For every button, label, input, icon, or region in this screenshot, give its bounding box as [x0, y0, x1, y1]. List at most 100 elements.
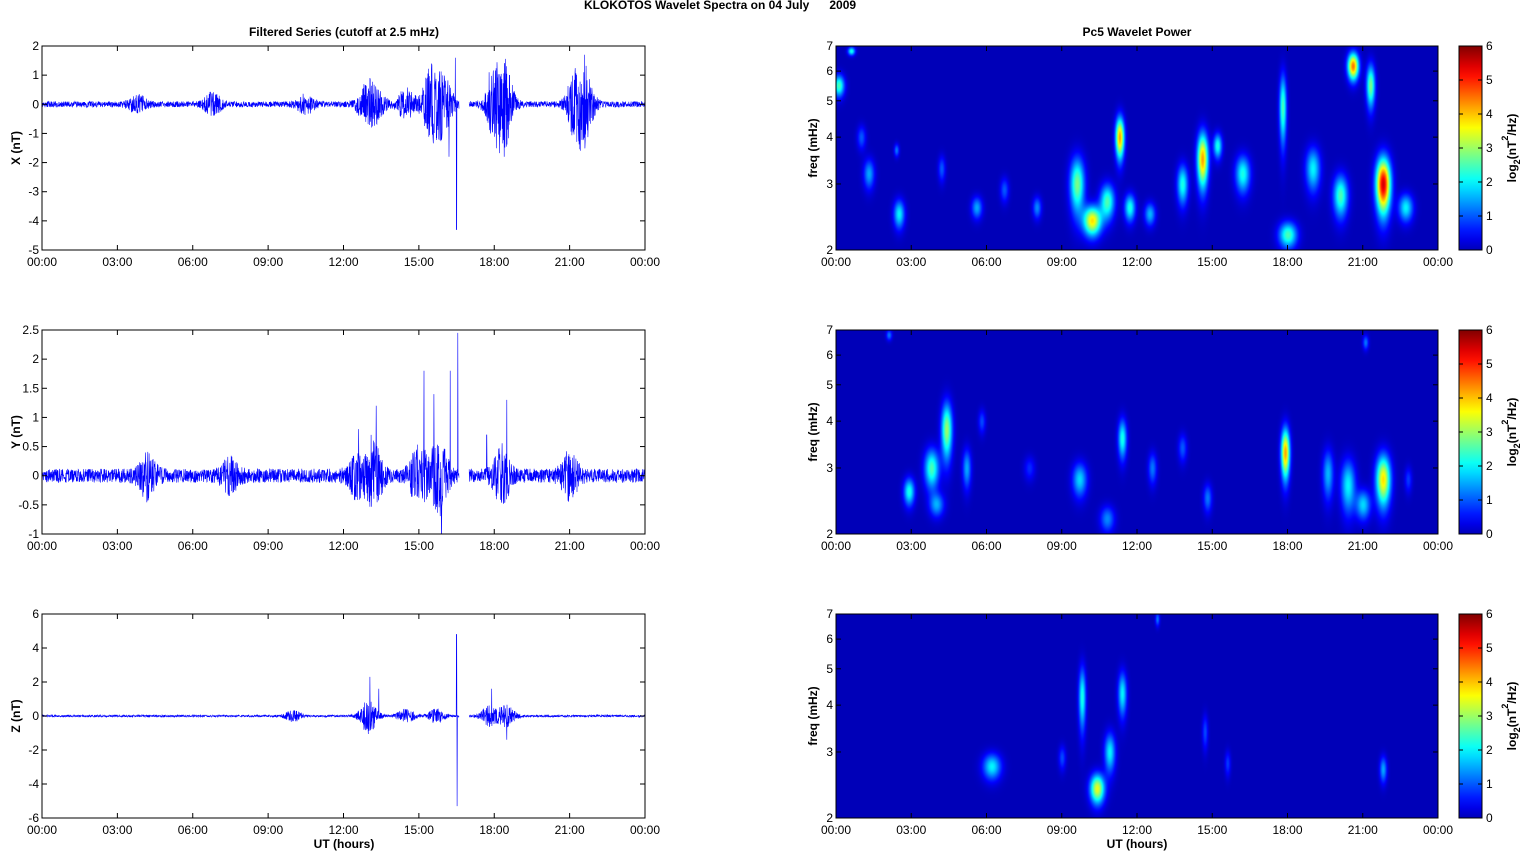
x-tick-label: 18:00 — [1272, 823, 1302, 837]
x-tick-label: 15:00 — [1197, 823, 1227, 837]
x-tick-label: 00:00 — [27, 823, 57, 837]
x-tick-label: 18:00 — [479, 255, 509, 269]
x-tick-label: 03:00 — [896, 823, 926, 837]
y-axis-label: Y (nT) — [9, 415, 23, 449]
x-tick-label: 15:00 — [1197, 539, 1227, 553]
x-tick-label: 18:00 — [479, 823, 509, 837]
y-tick-label: 1 — [32, 68, 39, 82]
x-tick-label: 00:00 — [27, 255, 57, 269]
colorbar-tick-label: 6 — [1486, 39, 1493, 53]
colorbar-label: log2(nT2/Hz) — [1500, 398, 1522, 467]
colorbar-tick-label: 3 — [1486, 425, 1493, 439]
y-axis-label: X (nT) — [9, 131, 23, 165]
right-column-title: Pc5 Wavelet Power — [1083, 25, 1192, 39]
colorbar-tick-label: 1 — [1486, 209, 1493, 223]
y-tick-label: 5 — [826, 378, 833, 392]
x-tick-label: 21:00 — [555, 539, 585, 553]
y-tick-label: 3 — [826, 745, 833, 759]
x-tick-label: 03:00 — [102, 539, 132, 553]
colorbar-tick-label: 6 — [1486, 607, 1493, 621]
x-tick-label: 06:00 — [971, 539, 1001, 553]
y-tick-label: 2 — [826, 527, 833, 541]
colorbar-tick-label: 3 — [1486, 141, 1493, 155]
y-tick-label: 2 — [826, 243, 833, 257]
y-axis-label: Z (nT) — [9, 699, 23, 732]
x-tick-label: 12:00 — [1122, 255, 1152, 269]
series-trace — [41, 332, 646, 535]
x-tick-label: 03:00 — [102, 255, 132, 269]
right-xlabel: UT (hours) — [1107, 837, 1168, 851]
y-tick-label: 6 — [826, 348, 833, 362]
colorbar-tick-label: 2 — [1486, 175, 1493, 189]
x-tick-label: 00:00 — [630, 255, 660, 269]
y-tick-label: -6 — [28, 811, 39, 825]
x-tick-label: 09:00 — [253, 823, 283, 837]
y-tick-label: 0 — [32, 709, 39, 723]
colorbar-tick-label: 5 — [1486, 73, 1493, 87]
x-tick-label: 06:00 — [178, 255, 208, 269]
colorbar-tick-label: 4 — [1486, 391, 1493, 405]
wavelet-power-heatmap — [836, 330, 1438, 534]
y-tick-label: -4 — [28, 777, 39, 791]
colorbar-tick-label: 1 — [1486, 777, 1493, 791]
x-tick-label: 00:00 — [1423, 539, 1453, 553]
plot-area — [42, 46, 645, 250]
x-tick-label: 21:00 — [555, 255, 585, 269]
x-tick-label: 15:00 — [1197, 255, 1227, 269]
wavelet-power-heatmap — [836, 614, 1438, 818]
y-tick-label: 2 — [32, 675, 39, 689]
plot-area — [42, 330, 645, 534]
left-column-title: Filtered Series (cutoff at 2.5 mHz) — [249, 25, 439, 39]
x-tick-label: 00:00 — [821, 539, 851, 553]
y-tick-label: 4 — [32, 641, 39, 655]
y-tick-label: 4 — [826, 130, 833, 144]
colorbar-tick-label: 0 — [1486, 243, 1493, 257]
y-tick-label: -2 — [28, 156, 39, 170]
x-tick-label: 03:00 — [896, 255, 926, 269]
series-trace — [41, 634, 646, 807]
x-tick-label: 18:00 — [479, 539, 509, 553]
y-tick-label: 5 — [826, 94, 833, 108]
x-tick-label: 06:00 — [178, 823, 208, 837]
y-tick-label: 6 — [826, 632, 833, 646]
series-trace — [41, 54, 646, 230]
y-tick-label: 7 — [826, 323, 833, 337]
y-tick-label: -4 — [28, 214, 39, 228]
x-tick-label: 12:00 — [1122, 539, 1152, 553]
time-series-panel-y: 2.521.510.50-0.5-100:00 03:00 06:00 09:00 12… — [9, 323, 660, 553]
colorbar-tick-label: 5 — [1486, 641, 1493, 655]
y-tick-label: 2 — [826, 811, 833, 825]
y-tick-label: 4 — [826, 698, 833, 712]
y-tick-label: -2 — [28, 743, 39, 757]
x-tick-label: 21:00 — [1348, 823, 1378, 837]
x-tick-label: 12:00 — [328, 255, 358, 269]
x-tick-label: 06:00 — [178, 539, 208, 553]
colorbar-tick-label: 2 — [1486, 743, 1493, 757]
colorbar-tick-label: 6 — [1486, 323, 1493, 337]
y-tick-label: 2 — [32, 39, 39, 53]
colorbar-tick-label: 3 — [1486, 709, 1493, 723]
y-tick-label: 0.5 — [22, 440, 39, 454]
colorbar-label: log2(nT2/Hz) — [1500, 682, 1522, 751]
left-xlabel: UT (hours) — [314, 837, 375, 851]
y-tick-label: -0.5 — [18, 498, 39, 512]
wavelet-power-heatmap — [836, 46, 1438, 250]
y-tick-label: 3 — [826, 177, 833, 191]
y-tick-label: -3 — [28, 185, 39, 199]
x-tick-label: 00:00 — [630, 823, 660, 837]
y-tick-label: 6 — [32, 607, 39, 621]
time-series-panel-x: 210-1-2-3-4-500:00 03:00 06:00 09:00 12:00 15… — [9, 39, 660, 269]
y-tick-label: 3 — [826, 461, 833, 475]
x-tick-label: 21:00 — [555, 823, 585, 837]
x-tick-label: 09:00 — [1047, 823, 1077, 837]
y-tick-label: 7 — [826, 39, 833, 53]
x-tick-label: 15:00 — [404, 823, 434, 837]
colorbar-tick-label: 2 — [1486, 459, 1493, 473]
x-tick-label: 03:00 — [896, 539, 926, 553]
x-tick-label: 00:00 — [1423, 823, 1453, 837]
y-tick-label: 2.5 — [22, 323, 39, 337]
